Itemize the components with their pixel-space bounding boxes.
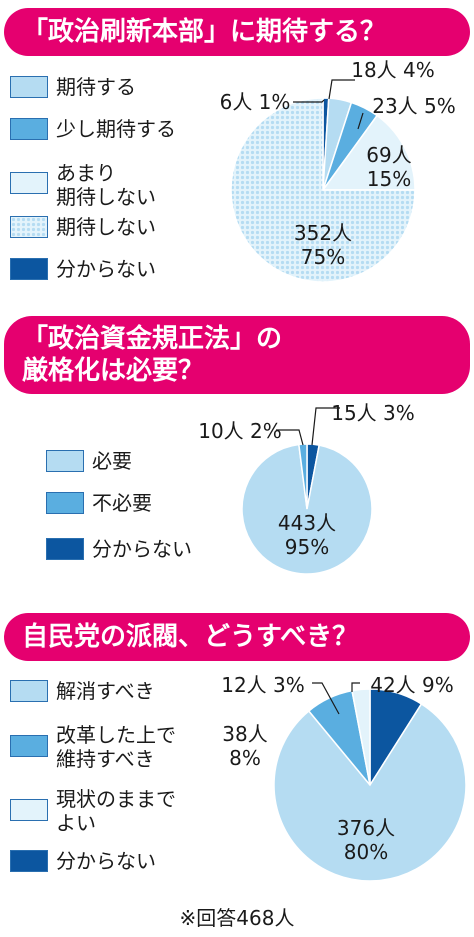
chart-3-data-label-2: 12人 3% [221, 673, 305, 697]
legend-swatch [46, 538, 84, 560]
legend-label: 必要 [92, 449, 132, 473]
chart-1-slice-3 [230, 97, 416, 283]
chart-3-slice-0 [273, 702, 467, 882]
legend-swatch [10, 172, 48, 194]
legend-swatch [10, 850, 48, 872]
chart-2-title-banner: 「政治資金規正法」の 厳格化は必要？ [4, 316, 470, 394]
legend-swatch [10, 118, 48, 140]
chart-2-data-label-2: 15人 3% [331, 401, 415, 425]
legend-swatch [10, 735, 48, 757]
legend-label: 現状のままで よい [56, 787, 176, 835]
legend-swatch [10, 76, 48, 98]
legend-swatch [10, 258, 48, 280]
footer-note: ※回答468人 [179, 906, 295, 930]
chart-3-data-label-3: 42人 9% [370, 673, 454, 697]
chart-1-data-label-0: 18人 4% [351, 58, 435, 82]
legend-label: 期待しない [56, 215, 156, 239]
chart-3-data-label-0: 376人 80% [337, 816, 395, 864]
legend-swatch [46, 450, 84, 472]
chart-1-title-banner: 「政治刷新本部」に期待する？ [4, 8, 470, 56]
chart-1-leader-line-0 [328, 79, 355, 100]
chart-1-slice-2 [321, 114, 416, 191]
chart-2-slice-0 [241, 443, 373, 575]
legend-label: 改革した上で 維持すべき [56, 723, 176, 771]
legend-swatch [10, 680, 48, 702]
chart-1-leader-line-1 [357, 112, 364, 130]
chart-2-data-label-1: 10人 2% [198, 419, 282, 443]
legend-label: 少し期待する [56, 117, 176, 141]
legend-label: 分からない [56, 849, 156, 873]
legend-swatch [10, 799, 48, 821]
chart-1-leader-line-4 [293, 99, 325, 103]
legend-label: 分からない [56, 257, 156, 281]
legend-label: あまり 期待しない [56, 161, 156, 209]
legend-label: 期待する [56, 75, 136, 99]
chart-2-leader-line-2 [311, 407, 340, 446]
legend-swatch [46, 492, 84, 514]
chart-1-data-label-3: 352人 75% [294, 221, 352, 269]
legend-label: 解消すべき [56, 679, 155, 703]
legend-label: 不必要 [92, 491, 152, 515]
chart-3-leader-line-2 [312, 682, 340, 715]
chart-2-leader-line-1 [276, 429, 304, 446]
chart-3-title-banner: 自民党の派閥、どうすべき？ [4, 613, 470, 661]
chart-2-data-label-0: 443人 95% [278, 511, 336, 559]
legend-swatch [10, 216, 48, 238]
legend-label: 分からない [92, 537, 192, 561]
chart-3-data-label-1: 38人 8% [222, 722, 267, 770]
chart-1-data-label-1: 23人 5% [372, 94, 456, 118]
chart-1-data-label-4: 6人 1% [220, 90, 291, 114]
chart-3-leader-line-3 [351, 682, 360, 692]
chart-1-data-label-2: 69人 15% [366, 143, 411, 191]
